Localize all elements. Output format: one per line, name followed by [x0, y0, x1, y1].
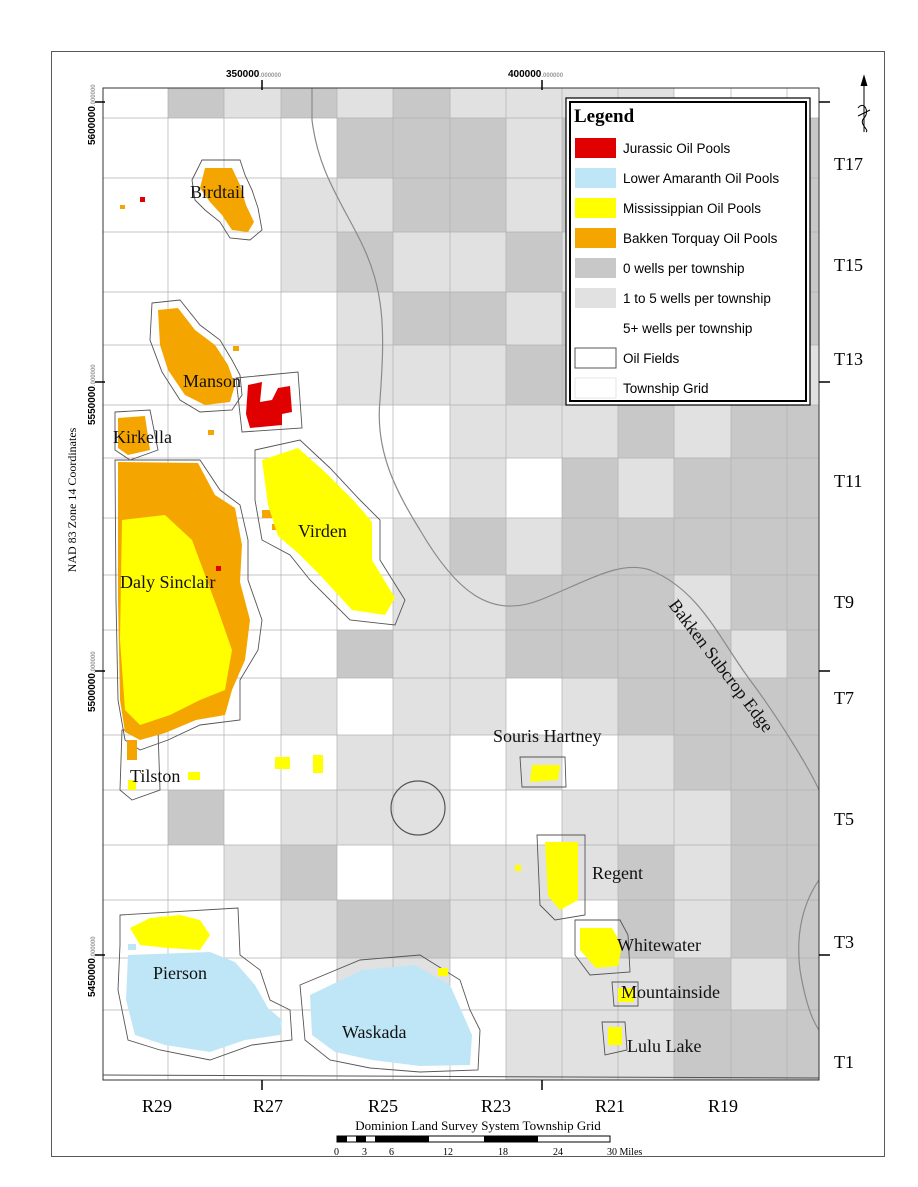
svg-text:R25: R25 — [368, 1096, 398, 1116]
jurassic-pools — [140, 197, 292, 571]
daly-outline — [114, 459, 263, 751]
legend-item-label-5: 1 to 5 wells per township — [623, 291, 771, 306]
legend-item-label-0: Jurassic Oil Pools — [623, 141, 731, 156]
legend-swatch-0 — [575, 138, 616, 158]
virden-outline — [254, 439, 406, 626]
scale-tick-label-3: 12 — [443, 1147, 453, 1158]
svg-text:R19: R19 — [708, 1096, 738, 1116]
svg-text:T15: T15 — [834, 255, 863, 275]
field-label-souris-hartney: Souris Hartney — [493, 726, 601, 746]
left-coord-5550000: 5550000 — [87, 386, 98, 425]
svg-text:T3: T3 — [834, 932, 854, 952]
field-label-daly-sinclair: Daly Sinclair — [120, 572, 215, 592]
salt-dome-circle — [390, 780, 446, 836]
svg-text:T1: T1 — [834, 1052, 854, 1072]
svg-text:T5: T5 — [834, 809, 854, 829]
legend-title: Legend — [574, 106, 635, 127]
field-label-manson: Manson — [183, 371, 241, 391]
waskada-outline — [299, 954, 481, 1073]
legend-item-label-4: 0 wells per township — [623, 261, 745, 276]
scale-bar: Dominion Land Survey System Township Gri… — [334, 1118, 642, 1158]
north-arrow-icon — [857, 74, 871, 133]
manson-outline — [149, 299, 243, 413]
top-coord-400000: 400000.000000 — [508, 69, 564, 80]
map-border — [102, 87, 820, 1081]
legend-item-label-7: Oil Fields — [623, 351, 680, 366]
legend-swatch-2 — [575, 198, 616, 218]
mississippian-pools — [120, 448, 634, 1045]
scale-tick-label-4: 18 — [498, 1147, 508, 1158]
field-labels: Birdtail Manson Kirkella Virden Daly Sin… — [113, 182, 720, 1056]
scale-tick-label-5: 24 — [553, 1147, 563, 1158]
lower-amaranth-pools — [126, 944, 472, 1066]
field-label-regent: Regent — [592, 863, 643, 883]
scale-tick-label-6: 30 Miles — [607, 1147, 642, 1158]
pierson-outline — [117, 907, 293, 1061]
oil-field-outlines — [114, 159, 639, 1073]
top-coord-350000: 350000.000000 — [226, 69, 282, 80]
legend-item-label-2: Mississippian Oil Pools — [623, 201, 761, 216]
left-coord-5600000: 5600000 — [87, 106, 98, 145]
field-label-birdtail: Birdtail — [190, 182, 245, 202]
kirkella-outline — [114, 409, 159, 461]
legend: Legend Jurassic Oil Pools Lower Amaranth … — [565, 97, 811, 406]
legend-item-label-8: Township Grid — [623, 381, 709, 396]
legend-swatch-7 — [574, 347, 617, 369]
left-coord-5450000: 5450000 — [87, 958, 98, 997]
subcrop-edge-lower — [798, 879, 819, 1031]
svg-text:T11: T11 — [834, 471, 862, 491]
legend-item-label-3: Bakken Torquay Oil Pools — [623, 231, 778, 246]
legend-swatch-6 — [575, 318, 616, 338]
lulu-lake-outline — [601, 1021, 628, 1056]
svg-text:T17: T17 — [834, 154, 863, 174]
field-label-whitewater: Whitewater — [617, 935, 701, 955]
scale-title: Dominion Land Survey System Township Gri… — [355, 1118, 601, 1133]
whitewater-outline — [574, 919, 631, 976]
svg-text:R23: R23 — [481, 1096, 511, 1116]
legend-swatch-1 — [575, 168, 616, 188]
svg-text:T9: T9 — [834, 592, 854, 612]
birdtail-outline — [191, 159, 263, 241]
bakken-subcrop-edge — [311, 88, 819, 791]
scale-tick-label-0: 0 — [334, 1147, 339, 1158]
field-label-pierson: Pierson — [153, 963, 207, 983]
field-label-virden: Virden — [298, 521, 347, 541]
svg-text:R21: R21 — [595, 1096, 625, 1116]
legend-item-label-6: 5+ wells per township — [623, 321, 752, 336]
range-labels: R29 R27 R25 R23 R21 R19 — [142, 1096, 738, 1116]
legend-swatch-4 — [575, 258, 616, 278]
township-labels: T17 T15 T13 T11 T9 T7 T5 T3 T1 — [834, 154, 863, 1072]
legend-swatch-8 — [574, 377, 617, 399]
field-label-mountainside: Mountainside — [621, 982, 720, 1002]
bottom-baseline — [103, 1074, 819, 1079]
legend-item-label-1: Lower Amaranth Oil Pools — [623, 171, 779, 186]
svg-text:R29: R29 — [142, 1096, 172, 1116]
jurassic-outline — [235, 371, 303, 433]
legend-swatch-3 — [575, 228, 616, 248]
coord-ticks — [95, 80, 830, 1090]
svg-text:5600000.000000: 5600000.000000 — [87, 84, 98, 145]
svg-text:R27: R27 — [253, 1096, 283, 1116]
svg-text:5450000.000000: 5450000.000000 — [87, 936, 98, 997]
svg-text:T13: T13 — [834, 349, 863, 369]
svg-text:5550000.000000: 5550000.000000 — [87, 364, 98, 425]
legend-swatch-5 — [575, 288, 616, 308]
field-label-tilston: Tilston — [130, 766, 180, 786]
mountainside-outline — [611, 981, 639, 1007]
field-label-waskada: Waskada — [342, 1022, 407, 1042]
left-coords: 5600000.000000 5550000.000000 5500000.00… — [87, 84, 98, 997]
field-label-kirkella: Kirkella — [113, 427, 172, 447]
regent-outline — [536, 834, 586, 921]
souris-hartney-outline — [519, 756, 567, 788]
svg-text:T7: T7 — [834, 688, 854, 708]
scale-tick-label-1: 3 — [362, 1147, 367, 1158]
left-coord-5500000: 5500000 — [87, 673, 98, 712]
axis-title: NAD 83 Zone 14 Coordinates — [65, 427, 79, 572]
svg-text:5500000.000000: 5500000.000000 — [87, 651, 98, 712]
scale-tick-label-2: 6 — [389, 1147, 394, 1158]
field-label-lulu-lake: Lulu Lake — [627, 1036, 701, 1056]
